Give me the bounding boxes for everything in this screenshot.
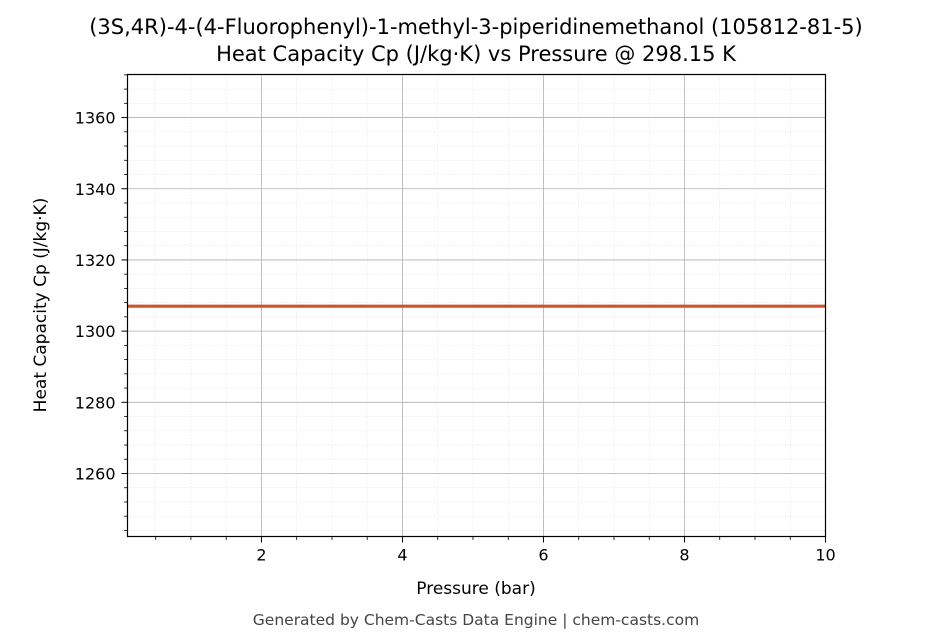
chart-title: (3S,4R)-4-(4-Fluorophenyl)-1-methyl-3-pi… <box>89 15 863 39</box>
y-tick-labels: 1260 1280 1300 1320 1340 1360 <box>75 109 116 484</box>
y-tick-label: 1300 <box>75 322 116 341</box>
y-tick-label: 1260 <box>75 465 116 484</box>
y-tick-label: 1280 <box>75 393 116 412</box>
x-tick-labels: 2 4 6 8 10 <box>256 546 835 565</box>
y-tick-label: 1340 <box>75 180 116 199</box>
x-tick-label: 10 <box>815 546 835 565</box>
x-tick-label: 8 <box>679 546 689 565</box>
y-tick-label: 1320 <box>75 251 116 270</box>
major-gridlines <box>127 74 826 537</box>
x-tick-label: 6 <box>538 546 548 565</box>
y-tick-label: 1360 <box>75 109 116 128</box>
footer-credit: Generated by Chem-Casts Data Engine | ch… <box>253 611 699 629</box>
x-tick-label: 4 <box>397 546 407 565</box>
chart-subtitle: Heat Capacity Cp (J/kg·K) vs Pressure @ … <box>216 42 737 66</box>
minor-gridlines <box>127 74 826 537</box>
x-tick-label: 2 <box>256 546 266 565</box>
x-axis-label: Pressure (bar) <box>416 579 535 599</box>
tick-marks <box>121 74 826 543</box>
y-axis-label: Heat Capacity Cp (J/kg·K) <box>31 198 51 413</box>
plot-area-frame <box>126 73 827 538</box>
